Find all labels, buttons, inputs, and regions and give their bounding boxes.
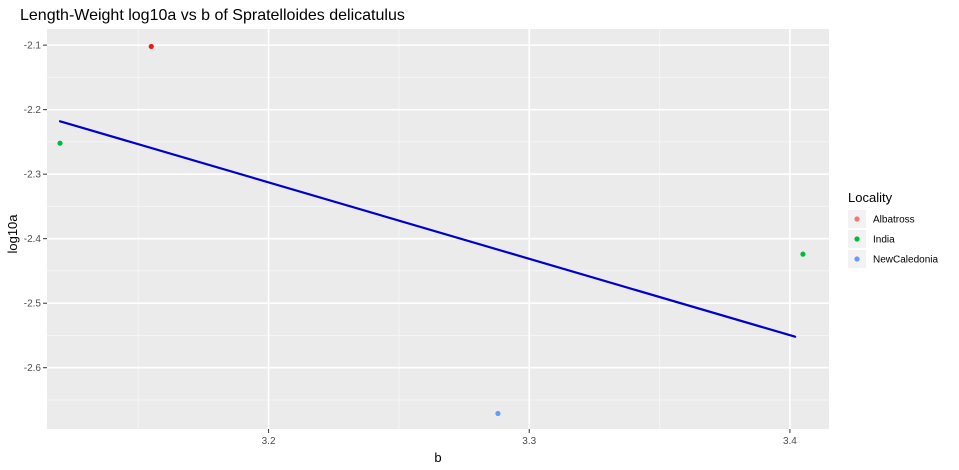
legend-label-albatross: Albatross	[873, 215, 915, 226]
data-points	[57, 43, 806, 417]
regression-line	[58, 120, 797, 338]
legend-title: Locality	[848, 190, 893, 205]
x-tick-label: 3.3	[522, 436, 536, 447]
plot-panel	[47, 29, 829, 429]
y-tick-label: -2.2	[24, 105, 42, 116]
legend-label-india: India	[873, 235, 895, 246]
data-point-newcaledonia	[495, 410, 501, 417]
legend: Locality Albatross India NewCaledonia	[848, 190, 938, 268]
x-axis-title: b	[434, 450, 441, 465]
y-tick-label: -2.4	[24, 234, 42, 245]
y-axis-title: log10a	[5, 214, 20, 254]
data-point-india	[800, 251, 806, 257]
data-point-albatross	[148, 43, 154, 50]
fit-line-group	[58, 120, 797, 338]
legend-dot-albatross	[854, 216, 860, 222]
axis-ticks: 3.2 3.3 3.4 -2.1 -2.2 -2.3 -2.4 -2.5 -2.6	[24, 41, 798, 447]
x-tick-label: 3.2	[262, 436, 276, 447]
y-tick-label: -2.1	[24, 41, 42, 52]
y-tick-label: -2.6	[24, 363, 42, 374]
legend-dot-india	[854, 236, 860, 242]
chart-title: Length-Weight log10a vs b of Spratelloid…	[20, 7, 405, 24]
major-gridlines	[47, 29, 829, 429]
y-tick-label: -2.3	[24, 170, 42, 181]
legend-dot-newcaledonia	[854, 256, 860, 262]
x-tick-label: 3.4	[783, 436, 797, 447]
legend-label-newcaledonia: NewCaledonia	[873, 255, 938, 266]
minor-gridlines	[47, 29, 829, 429]
data-point-india	[57, 140, 63, 146]
y-tick-label: -2.5	[24, 299, 42, 310]
